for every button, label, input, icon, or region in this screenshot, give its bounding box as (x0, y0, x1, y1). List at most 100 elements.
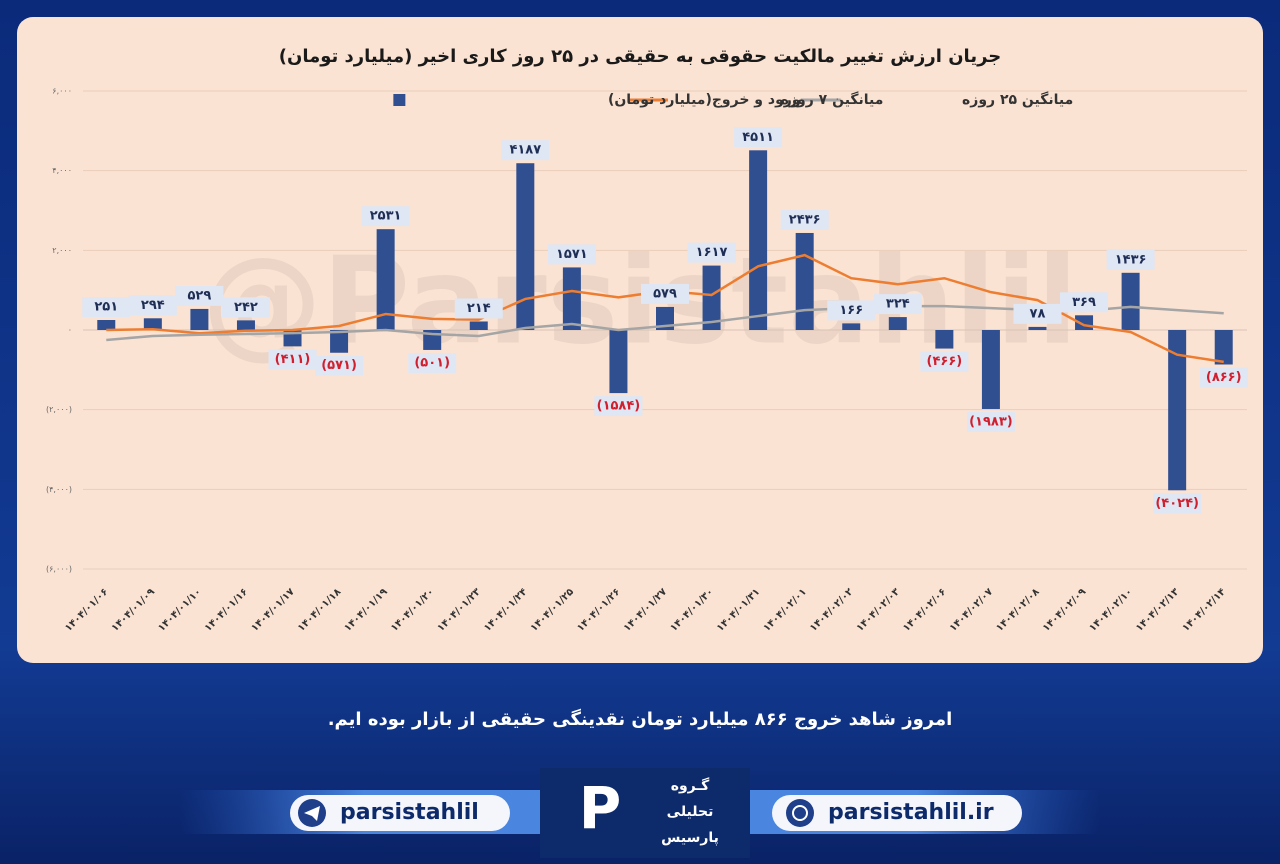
telegram-pill[interactable] (290, 795, 510, 831)
bar (935, 330, 954, 349)
value-label: (۴۱۱) (275, 352, 311, 367)
value-label-bg (920, 351, 969, 372)
value-label-bg (1153, 493, 1202, 514)
value-label: (۵۷۱) (321, 358, 357, 373)
value-label: (۱۹۸۳) (969, 414, 1013, 429)
bar (656, 306, 674, 330)
legend-label: ورود و خروج(میلیارد تومان) (608, 92, 801, 108)
bar (376, 229, 395, 330)
legend-label: میانگین ۲۵ روزه (962, 91, 1073, 108)
value-label-bg (966, 411, 1015, 432)
bar (143, 318, 162, 330)
logo-line: گـروه (671, 777, 710, 794)
y-tick-label: (۶,۰۰۰) (46, 565, 72, 574)
value-label: ۲۹۴ (141, 298, 165, 313)
value-label: ۱۶۱۷ (696, 245, 728, 260)
bar (981, 330, 1000, 409)
value-label-bg (641, 283, 689, 304)
value-label: ۷۸ (1030, 306, 1046, 321)
value-label: ۲۴۲ (234, 300, 258, 315)
web-icon (786, 799, 814, 827)
bar (190, 308, 209, 330)
logo-line: پارسیس (661, 830, 719, 846)
logo-line: تحلیلی (667, 804, 714, 820)
value-label: ۲۵۳۱ (370, 209, 402, 224)
web-glyph (792, 805, 808, 821)
value-label-bg (361, 206, 410, 227)
value-label-bg (408, 352, 457, 373)
bar (469, 321, 488, 330)
value-label-bg (175, 285, 224, 306)
bar (562, 267, 581, 330)
value-label: ۱۵۷۱ (556, 247, 588, 262)
value-label: ۲۵۱ (94, 300, 118, 315)
value-label-bg (594, 396, 643, 417)
value-label: ۳۶۹ (1072, 295, 1096, 310)
legend-swatch (393, 94, 406, 106)
value-label-bg (780, 209, 829, 230)
bar (1214, 330, 1233, 365)
website[interactable]: parsistahlil.ir (828, 800, 994, 825)
telegram-glyph (304, 806, 320, 821)
value-label-bg (1199, 367, 1248, 388)
bar (1168, 330, 1187, 491)
value-label: ۴۵۱۱ (742, 130, 774, 145)
bar (97, 320, 116, 330)
y-tick-label: (۴,۰۰۰) (46, 485, 72, 494)
value-label: ۳۲۴ (886, 297, 910, 312)
value-label-bg (873, 294, 922, 315)
bar (1028, 326, 1047, 330)
bar (609, 330, 628, 394)
value-label: (۸۶۶) (1206, 370, 1242, 385)
value-label: (۴۶۶) (927, 354, 963, 369)
value-label-bg (687, 242, 736, 263)
value-label: ۵۲۹ (187, 288, 211, 303)
value-label-bg (454, 298, 503, 319)
value-label-bg (221, 297, 270, 318)
value-label-bg (734, 127, 783, 148)
bar (795, 232, 814, 330)
value-label-bg (827, 300, 876, 321)
value-label-bg (501, 140, 550, 161)
value-label-bg (547, 244, 596, 265)
chart-title: جریان ارزش تغییر مالکیت حقوقی به حقیقی د… (279, 46, 1002, 67)
bar (516, 163, 535, 330)
y-tick-label: ۶,۰۰۰ (52, 87, 72, 96)
value-label-bg (315, 355, 364, 376)
bar (749, 150, 768, 330)
bar (888, 317, 907, 330)
telegram-handle[interactable]: parsistahlil (340, 800, 479, 825)
bar (702, 265, 721, 330)
value-label: (۴۰۲۴) (1155, 496, 1199, 511)
legend-label: میانگین ۷ روزه (781, 91, 884, 108)
logo-mark: P (579, 774, 622, 842)
value-label: ۱۴۳۶ (1115, 252, 1147, 267)
value-label-bg (1060, 292, 1109, 313)
value-label: ۱۶۶ (839, 303, 863, 318)
value-label: (۱۵۸۴) (597, 399, 641, 414)
chart-panel (17, 17, 1263, 663)
y-tick-label: ۲,۰۰۰ (52, 246, 72, 255)
value-label-bg (128, 295, 177, 316)
value-label: ۲۴۳۶ (789, 212, 821, 227)
y-tick-label: (۲,۰۰۰) (46, 405, 72, 414)
bar (236, 320, 255, 330)
y-tick-label: ۴,۰۰۰ (52, 166, 72, 175)
value-label-bg (1106, 249, 1155, 270)
logo-bg (540, 768, 750, 858)
website-pill[interactable] (772, 795, 1022, 831)
bar (1121, 272, 1140, 330)
caption: امروز شاهد خروج ۸۶۶ میلیارد تومان نقدینگ… (328, 708, 953, 730)
value-label-bg (1013, 303, 1062, 324)
y-tick-label: ۰ (68, 326, 72, 335)
value-label: (۵۰۱) (414, 355, 450, 370)
value-label: ۲۱۴ (467, 301, 491, 316)
bar (330, 330, 349, 353)
value-label: ۵۷۹ (653, 286, 677, 301)
value-label: ۴۱۸۷ (509, 143, 541, 158)
bar (842, 323, 861, 330)
value-label-bg (82, 297, 131, 318)
